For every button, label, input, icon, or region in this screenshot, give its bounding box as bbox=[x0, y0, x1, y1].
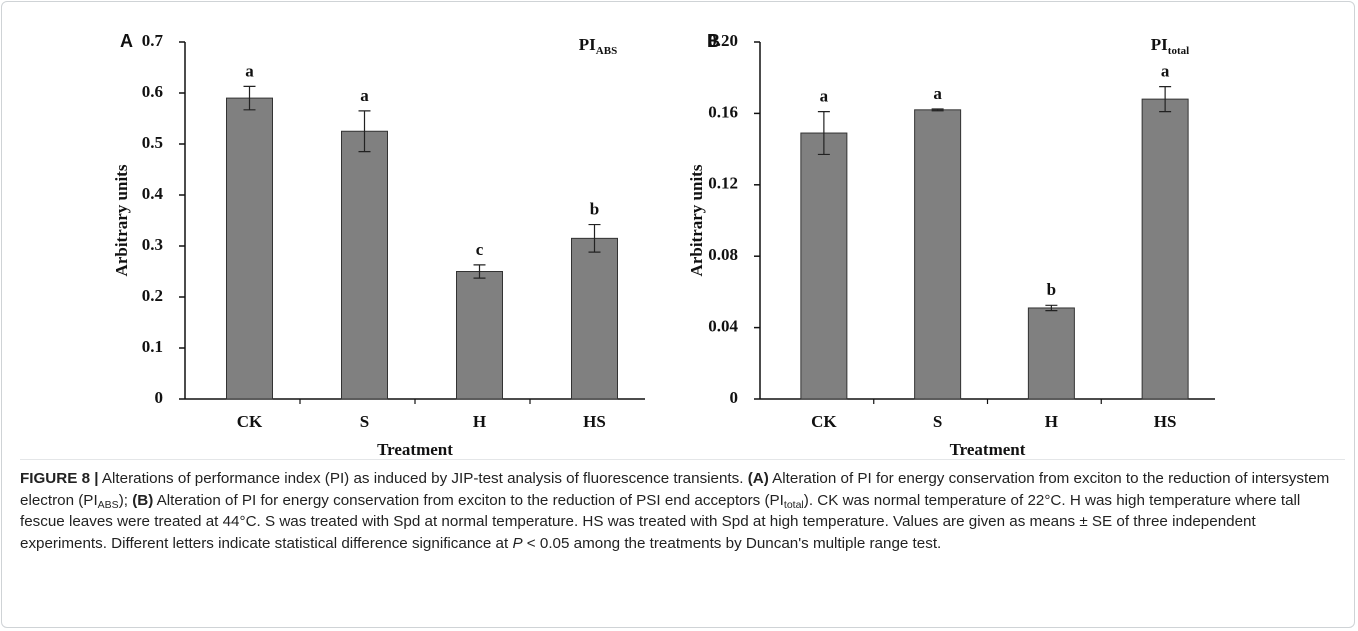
significance-letter: b bbox=[590, 199, 599, 218]
significance-letter: a bbox=[360, 86, 369, 105]
error-bar bbox=[1045, 304, 1058, 312]
bar bbox=[341, 130, 388, 400]
y-axis-title: Arbitrary units bbox=[112, 164, 131, 276]
y-tick-label: 0.6 bbox=[142, 82, 163, 101]
title-main: PI bbox=[1151, 35, 1168, 54]
y-tick-label: 0.3 bbox=[142, 235, 163, 254]
caption-text: < 0.05 among the treatments by Duncan's … bbox=[522, 534, 942, 552]
caption-text: ABS bbox=[97, 498, 119, 511]
significance-letter: a bbox=[1161, 62, 1170, 81]
y-tick-label: 0.5 bbox=[142, 133, 163, 152]
caption-text: Alteration of PI for energy conservation… bbox=[20, 470, 1330, 509]
caption-text: Alterations of performance index (PI) as… bbox=[98, 470, 748, 487]
y-tick-label: 0.2 bbox=[142, 286, 163, 305]
title-main: PI bbox=[579, 35, 596, 54]
y-tick-label: 0.20 bbox=[708, 31, 738, 50]
title-subscript: total bbox=[1168, 45, 1189, 57]
significance-letter: a bbox=[820, 87, 829, 106]
error-bar bbox=[817, 111, 830, 156]
bar bbox=[914, 109, 962, 400]
y-tick-label: 0.08 bbox=[708, 245, 738, 264]
y-tick-label: 0.7 bbox=[142, 31, 164, 50]
significance-letter: a bbox=[933, 84, 942, 103]
caption-text: ). CK was normal temperature of 22°C. H … bbox=[20, 491, 1301, 552]
panel-label: B bbox=[707, 31, 720, 51]
error-bar bbox=[931, 108, 944, 112]
error-bar bbox=[243, 85, 256, 111]
x-axis-title: Treatment bbox=[377, 440, 453, 459]
y-tick-label: 0 bbox=[730, 388, 739, 407]
bar bbox=[456, 271, 503, 400]
error-bar bbox=[1159, 86, 1172, 113]
y-axis-title: Arbitrary units bbox=[687, 164, 706, 276]
bar bbox=[226, 97, 273, 400]
y-tick-label: 0.1 bbox=[142, 337, 163, 356]
x-tick-label: H bbox=[473, 412, 486, 431]
caption-text: FIGURE 8 | bbox=[20, 470, 99, 487]
caption-text: P bbox=[512, 534, 523, 552]
y-tick-label: 0.04 bbox=[708, 317, 738, 336]
caption-text: ); bbox=[118, 491, 133, 509]
y-tick-label: 0.4 bbox=[142, 184, 164, 203]
x-tick-label: S bbox=[360, 412, 369, 431]
y-tick-label: 0.16 bbox=[708, 102, 738, 121]
x-tick-label: HS bbox=[583, 412, 606, 431]
title-subscript: ABS bbox=[596, 45, 617, 57]
error-bar bbox=[358, 110, 371, 153]
caption: FIGURE 8 | Alterations of performance in… bbox=[20, 459, 1345, 554]
significance-letter: c bbox=[476, 240, 484, 259]
bar bbox=[1141, 98, 1189, 400]
panel-label: A bbox=[120, 31, 133, 51]
chart-title: PIABS bbox=[579, 35, 617, 57]
error-bar bbox=[473, 264, 486, 279]
error-bar bbox=[588, 223, 601, 253]
chart-title: PItotal bbox=[1151, 35, 1189, 57]
x-tick-label: HS bbox=[1154, 412, 1177, 431]
y-tick-label: 0.12 bbox=[708, 174, 738, 193]
x-tick-label: S bbox=[933, 412, 942, 431]
caption-text: Alteration of PI for energy conservation… bbox=[153, 491, 784, 509]
significance-letter: a bbox=[245, 61, 254, 80]
caption-text: (A) bbox=[747, 470, 769, 487]
y-tick-label: 0 bbox=[155, 388, 164, 407]
x-axis-title: Treatment bbox=[950, 440, 1026, 459]
significance-letter: b bbox=[1047, 280, 1056, 299]
bar bbox=[1027, 307, 1075, 400]
caption-text: (B) bbox=[132, 491, 154, 509]
x-tick-label: CK bbox=[237, 412, 263, 431]
bar bbox=[800, 132, 848, 400]
bar bbox=[571, 237, 618, 400]
x-tick-label: CK bbox=[811, 412, 837, 431]
x-tick-label: H bbox=[1045, 412, 1058, 431]
caption-text: total bbox=[783, 498, 804, 511]
